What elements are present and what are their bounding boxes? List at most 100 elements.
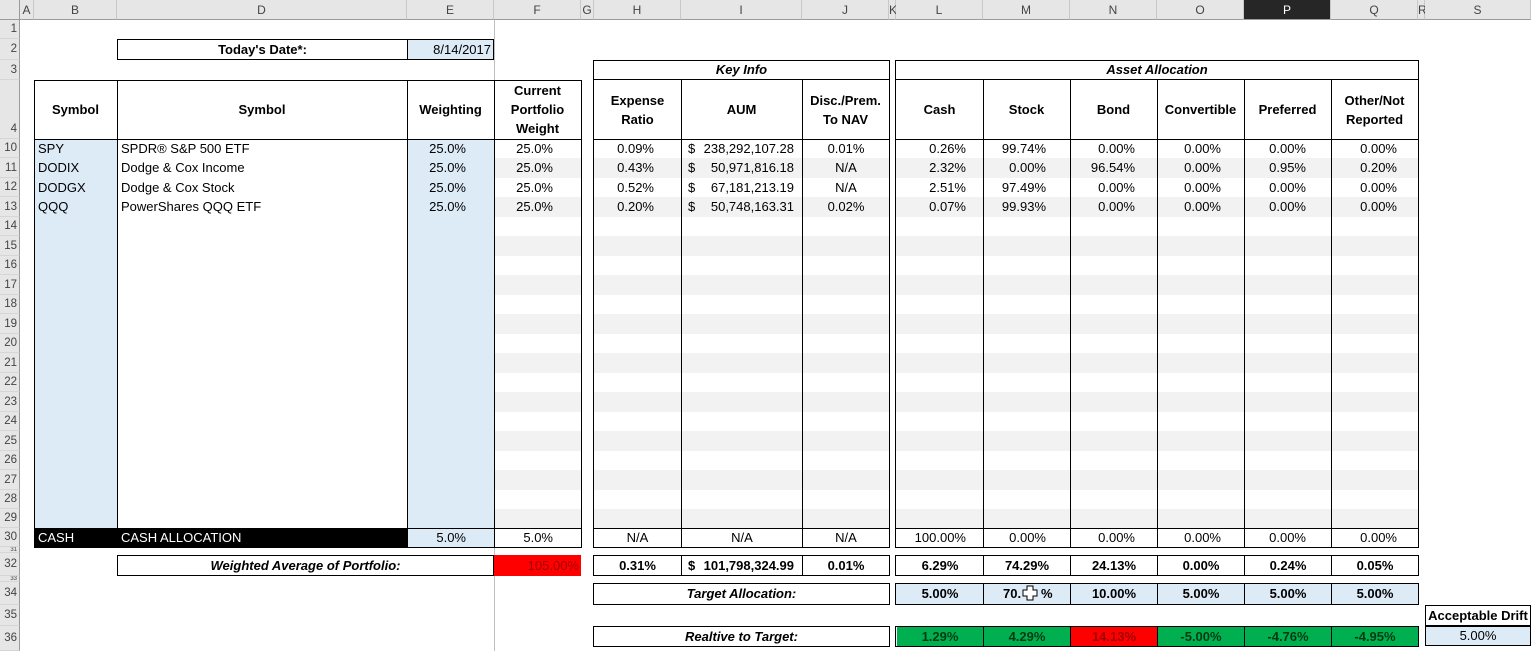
col-header-e[interactable]: E [407,0,494,20]
col-header-q[interactable]: Q [1331,0,1418,20]
header-preferred: Preferred [1258,102,1317,117]
row-header-22[interactable]: 22 [0,373,20,392]
row-header-36[interactable]: 36 [0,626,20,651]
header-symbol-ticker: Symbol [52,102,99,117]
row-header-27[interactable]: 27 [0,470,20,490]
cash-weighting-input[interactable]: 5.0% [408,529,494,547]
col-header-s[interactable]: S [1425,0,1531,20]
cash-disc: N/A [835,530,857,545]
holding-disc-prem: N/A [835,160,857,175]
row-header-30[interactable]: 30 [0,528,20,547]
holding-weighting-input[interactable]: 25.0% [429,180,466,195]
row-header-33[interactable]: 33 [0,576,20,582]
holding-preferred: 0.00% [1269,180,1306,195]
row-header-24[interactable]: 24 [0,412,20,431]
holding-symbol[interactable]: QQQ [38,199,69,214]
row-stripe [594,158,889,178]
todays-date-input[interactable]: 8/14/2017 [407,39,494,60]
row-stripe [594,470,889,490]
row-header-10[interactable]: 10 [0,139,20,158]
row-header-15[interactable]: 15 [0,236,20,256]
col-header-f[interactable]: F [494,0,581,20]
header-disc-prem: Disc./Prem. To NAV [810,92,881,127]
row-header-19[interactable]: 19 [0,314,20,334]
holding-other: 0.00% [1360,141,1397,156]
aum-dollar-sign: $ [688,558,696,573]
holding-stock: 99.93% [1001,199,1046,214]
row-header-1[interactable]: 1 [0,20,20,39]
cell-divider [1244,583,1245,605]
row-stripe [495,158,581,178]
acceptable-drift-input[interactable]: 5.00% [1425,626,1531,646]
target-bond-input[interactable]: 10.00% [1091,586,1137,601]
row-header-14[interactable]: 14 [0,217,20,236]
row-header-32[interactable]: 32 [0,553,20,576]
holding-cash: 0.26% [929,141,966,156]
row-header-4[interactable]: 4 [0,80,20,139]
row-stripe [594,197,889,217]
col-header-j[interactable]: J [802,0,889,20]
row-stripe [495,470,581,490]
row-header-26[interactable]: 26 [0,451,20,470]
row-header-11[interactable]: 11 [0,158,20,178]
row-header-17[interactable]: 17 [0,275,20,295]
target-convertible-input[interactable]: 5.00% [1182,586,1220,601]
header-symbol-name: Symbol [238,102,286,117]
row-header-3[interactable]: 3 [0,60,20,80]
cell-divider [1244,555,1245,576]
holding-name: Dodge & Cox Stock [121,180,235,195]
row-header-18[interactable]: 18 [0,295,20,314]
target-preferred-input[interactable]: 5.00% [1269,586,1307,601]
col-header-a[interactable]: A [20,0,34,20]
row-header-34[interactable]: 34 [0,582,20,605]
row-header-25[interactable]: 25 [0,431,20,451]
row-header-23[interactable]: 23 [0,392,20,412]
target-stock-value: 70. [1003,586,1022,601]
holding-symbol[interactable]: DODIX [38,160,80,175]
col-header-g[interactable]: G [581,0,594,20]
row-header-29[interactable]: 29 [0,509,20,528]
target-other-input[interactable]: 5.00% [1356,586,1394,601]
holding-current-weight: 25.0% [516,141,553,156]
row-header-35[interactable]: 35 [0,605,20,626]
row-header-16[interactable]: 16 [0,256,20,275]
acceptable-drift-label: Acceptable Drift [1425,605,1531,626]
col-header-k[interactable]: K [889,0,897,20]
select-all-corner[interactable] [0,0,20,20]
holding-symbol[interactable]: SPY [38,141,65,156]
holding-convertible: 0.00% [1184,141,1221,156]
col-header-m[interactable]: M [983,0,1070,20]
relative-other: -4.95% [1332,627,1418,646]
col-header-h[interactable]: H [594,0,681,20]
col-header-l[interactable]: L [896,0,983,20]
symbol-input-area[interactable] [34,139,117,528]
row-header-13[interactable]: 13 [0,197,20,217]
cash-row-cash: 100.00% [914,530,966,545]
target-cash-input[interactable]: 5.00% [921,586,959,601]
relative-convertible: -5.00% [1158,627,1244,646]
holding-symbol[interactable]: DODGX [38,180,86,195]
row-header-31[interactable]: 31 [0,547,20,553]
row-header-12[interactable]: 12 [0,178,20,197]
holding-cash: 2.51% [929,180,966,195]
weighting-input-area[interactable] [407,139,494,528]
col-header-o[interactable]: O [1157,0,1244,20]
row-header-2[interactable]: 2 [0,39,20,60]
holding-aum-value: 238,292,107.28 [703,141,794,156]
col-header-p[interactable]: P [1244,0,1331,20]
holding-weighting-input[interactable]: 25.0% [429,141,466,156]
row-header-21[interactable]: 21 [0,353,20,373]
col-header-i[interactable]: I [681,0,802,20]
target-stock-input[interactable]: 70.% [984,584,1070,604]
col-header-d[interactable]: D [117,0,407,20]
weighted-bond: 24.13% [1091,558,1137,573]
row-header-28[interactable]: 28 [0,490,20,509]
row-header-20[interactable]: 20 [0,334,20,353]
holding-weighting-input[interactable]: 25.0% [429,160,466,175]
cash-expense: N/A [626,530,649,545]
holding-disc-prem: 0.02% [827,199,865,214]
col-header-r[interactable]: R [1418,0,1427,20]
holding-weighting-input[interactable]: 25.0% [429,199,466,214]
col-header-b[interactable]: B [34,0,117,20]
col-header-n[interactable]: N [1070,0,1157,20]
